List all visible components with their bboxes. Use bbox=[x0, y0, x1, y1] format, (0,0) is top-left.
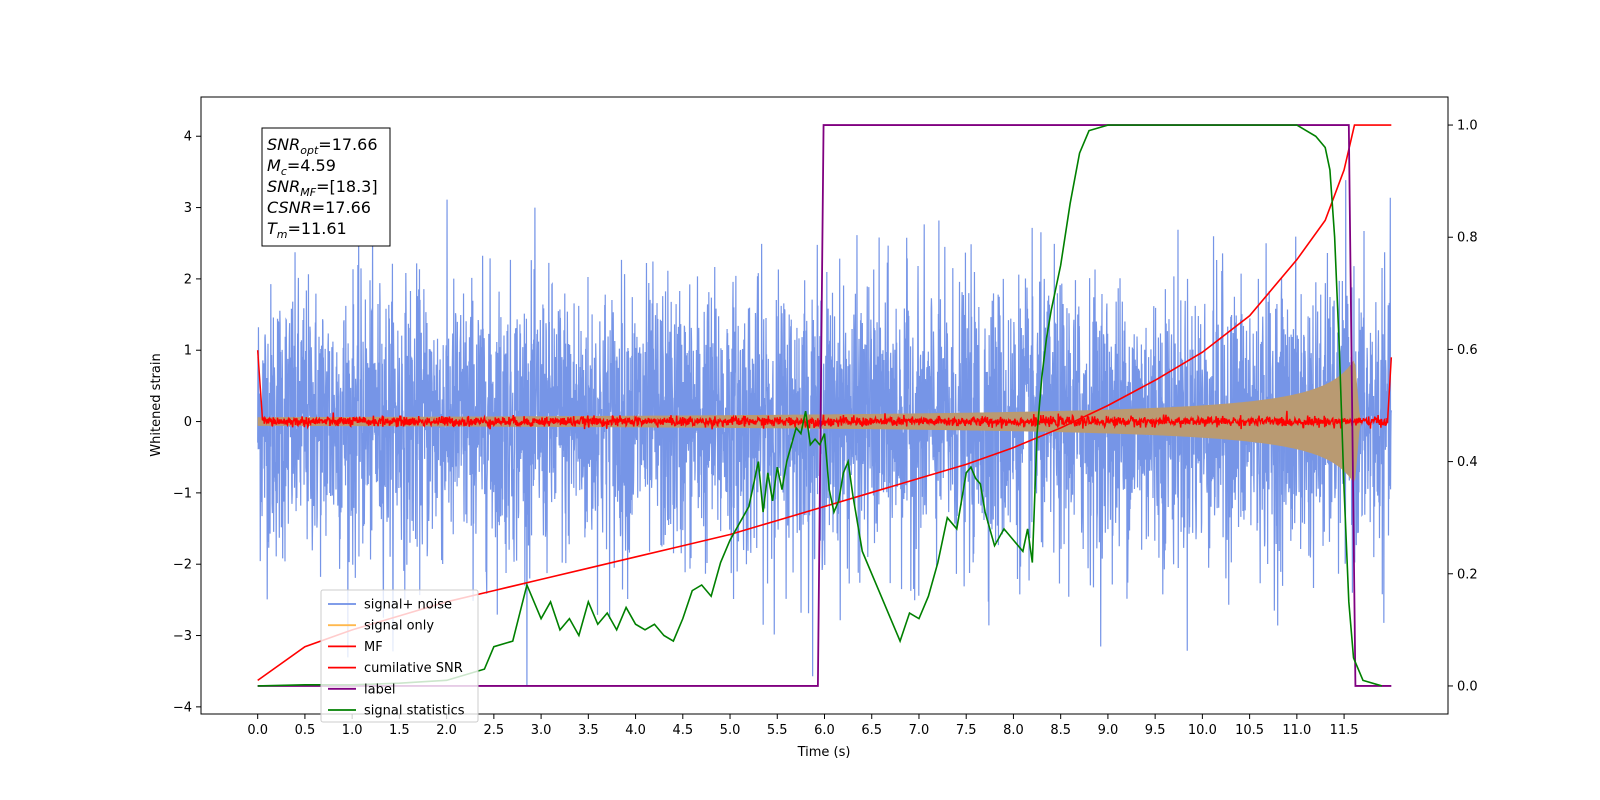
legend-label: signal only bbox=[364, 619, 434, 634]
x-tick-label: 9.0 bbox=[1098, 723, 1119, 738]
x-tick-label: 10.0 bbox=[1188, 723, 1217, 738]
x-tick-label: 6.0 bbox=[814, 723, 835, 738]
x-tick-label: 3.5 bbox=[578, 723, 599, 738]
x-tick-label: 1.0 bbox=[342, 723, 363, 738]
legend-frame bbox=[320, 589, 479, 723]
x-tick-label: 7.0 bbox=[909, 723, 930, 738]
x-tick-label: 2.0 bbox=[436, 723, 457, 738]
y-tick-label: 3 bbox=[184, 201, 192, 216]
annotation-box: SNRopt=17.66Mc=4.59SNRMF=[18.3]CSNR=17.6… bbox=[261, 127, 391, 247]
y2-tick-label: 1.0 bbox=[1457, 119, 1478, 134]
x-tick-label: 9.5 bbox=[1145, 723, 1166, 738]
y-axis-label: Whitened strain bbox=[149, 353, 164, 456]
y-tick-label: 1 bbox=[184, 344, 192, 359]
x-tick-label: 0.0 bbox=[247, 723, 268, 738]
y-tick-label: 2 bbox=[184, 272, 192, 287]
legend: signal+ noise signal only MF cumilative SNR… bbox=[320, 589, 479, 723]
y-tick-label: −2 bbox=[173, 558, 192, 573]
legend-label: cumilative SNR bbox=[364, 661, 463, 676]
annotation-frame bbox=[261, 127, 391, 247]
annotation-line: SNRopt=17.66 bbox=[267, 135, 378, 157]
annotation-line: Tm=11.61 bbox=[267, 219, 347, 241]
x-tick-label: 0.5 bbox=[295, 723, 316, 738]
y-tick-label: 4 bbox=[184, 130, 192, 145]
y2-tick-label: 0.0 bbox=[1457, 679, 1478, 694]
x-tick-label: 3.0 bbox=[531, 723, 552, 738]
y-axis-ticks: −4 −3 −2 −1 0 1 2 3 4 bbox=[173, 130, 201, 715]
x-tick-label: 4.5 bbox=[672, 723, 693, 738]
y-tick-label: −3 bbox=[173, 629, 192, 644]
x-tick-label: 5.0 bbox=[720, 723, 741, 738]
y2-tick-label: 0.2 bbox=[1457, 567, 1478, 582]
x-axis-ticks: 0.0 0.5 1.0 1.5 2.0 2.5 3.0 3.5 4.0 4.5 5.0 5.5 6.0 6… bbox=[247, 714, 1359, 738]
y-tick-label: −4 bbox=[173, 700, 192, 715]
x-axis-label: Time (s) bbox=[797, 745, 851, 760]
x-tick-label: 2.5 bbox=[484, 723, 505, 738]
y2-tick-label: 0.4 bbox=[1457, 455, 1478, 470]
legend-label: label bbox=[364, 682, 395, 697]
y-tick-label: 0 bbox=[184, 415, 192, 430]
x-tick-label: 4.0 bbox=[625, 723, 646, 738]
y2-axis-ticks: 0.0 0.2 0.4 0.6 0.8 1.0 bbox=[1448, 119, 1478, 694]
series-signal-statistics bbox=[257, 124, 1383, 687]
legend-label: signal+ noise bbox=[364, 598, 452, 613]
x-tick-label: 7.5 bbox=[956, 723, 977, 738]
x-tick-label: 8.0 bbox=[1003, 723, 1024, 738]
x-tick-label: 8.5 bbox=[1050, 723, 1071, 738]
series-label bbox=[257, 124, 1392, 687]
annotation-line: CSNR=17.66 bbox=[267, 198, 371, 217]
legend-label: signal statistics bbox=[364, 704, 465, 719]
annotation-line: SNRMF=[18.3] bbox=[267, 177, 378, 199]
x-tick-label: 6.5 bbox=[861, 723, 882, 738]
y-tick-label: −1 bbox=[173, 486, 192, 501]
y2-tick-label: 0.6 bbox=[1457, 343, 1478, 358]
annotation-line: Mc=4.59 bbox=[267, 156, 336, 178]
y2-tick-label: 0.8 bbox=[1457, 231, 1478, 246]
x-tick-label: 11.5 bbox=[1330, 723, 1359, 738]
legend-label: MF bbox=[364, 640, 383, 655]
x-tick-label: 10.5 bbox=[1235, 723, 1264, 738]
x-tick-label: 11.0 bbox=[1282, 723, 1311, 738]
x-tick-label: 1.5 bbox=[389, 723, 410, 738]
series-mf bbox=[256, 350, 1393, 430]
x-tick-label: 5.5 bbox=[767, 723, 788, 738]
